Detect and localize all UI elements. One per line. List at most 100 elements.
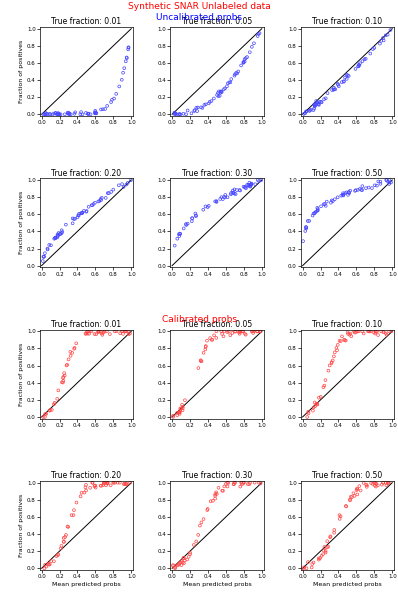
Point <box>322 546 329 556</box>
Point <box>357 486 364 496</box>
Point <box>347 495 353 505</box>
Point <box>92 329 98 339</box>
Point <box>98 196 104 205</box>
Point <box>70 511 77 520</box>
Point <box>57 110 64 119</box>
Point <box>248 181 254 190</box>
Point <box>258 479 264 488</box>
Point <box>104 101 110 110</box>
Point <box>59 377 65 387</box>
Point <box>210 496 216 505</box>
Point <box>42 560 48 569</box>
Point <box>121 479 127 489</box>
Point <box>111 94 117 103</box>
Point <box>127 478 133 487</box>
Point <box>66 108 72 118</box>
Point <box>51 234 57 244</box>
Point <box>125 43 132 52</box>
Point <box>252 179 258 189</box>
Point <box>248 179 254 189</box>
Point <box>128 175 134 185</box>
Point <box>171 108 178 118</box>
Point <box>53 551 60 561</box>
Point <box>224 482 231 491</box>
Point <box>318 551 325 560</box>
X-axis label: Mean predicted probs: Mean predicted probs <box>313 582 382 587</box>
Point <box>207 496 214 506</box>
Point <box>51 398 58 407</box>
Point <box>348 331 355 341</box>
Point <box>213 326 220 336</box>
Point <box>48 556 55 566</box>
Point <box>317 553 323 563</box>
Point <box>238 326 245 336</box>
Point <box>372 181 378 190</box>
Point <box>83 207 90 217</box>
Point <box>335 80 341 89</box>
Point <box>251 38 257 48</box>
Point <box>170 411 176 421</box>
Point <box>79 208 85 218</box>
Point <box>54 110 60 119</box>
Point <box>372 329 378 338</box>
Point <box>208 96 215 106</box>
Point <box>232 326 238 336</box>
Point <box>176 109 182 119</box>
Point <box>318 202 324 211</box>
Point <box>371 478 378 487</box>
Point <box>321 94 327 104</box>
Point <box>64 360 70 370</box>
Point <box>382 31 389 40</box>
Point <box>228 74 234 84</box>
Point <box>195 103 201 112</box>
Point <box>121 64 127 73</box>
Point <box>174 234 180 244</box>
Point <box>315 100 322 109</box>
Point <box>52 233 59 243</box>
Point <box>121 326 128 336</box>
Point <box>214 90 220 100</box>
Point <box>113 89 119 98</box>
Point <box>177 406 183 415</box>
Point <box>249 326 256 336</box>
Point <box>237 327 244 337</box>
Point <box>95 328 101 337</box>
Point <box>336 511 343 520</box>
Point <box>177 404 183 413</box>
Point <box>191 106 198 115</box>
Point <box>203 100 209 109</box>
Point <box>55 228 62 238</box>
Point <box>324 536 330 546</box>
Point <box>252 478 258 487</box>
Point <box>347 329 353 338</box>
Point <box>303 222 309 232</box>
Point <box>119 75 125 85</box>
Point <box>359 181 365 191</box>
Point <box>123 479 130 489</box>
Point <box>356 481 363 491</box>
Point <box>370 44 376 54</box>
Point <box>179 400 185 410</box>
Point <box>356 60 362 70</box>
Point <box>198 103 204 112</box>
Point <box>314 400 320 409</box>
Point <box>51 556 57 566</box>
Point <box>89 478 96 487</box>
Point <box>363 184 369 193</box>
Point <box>197 355 204 365</box>
Point <box>374 326 380 336</box>
Point <box>93 109 99 118</box>
Point <box>318 392 324 401</box>
Point <box>331 352 337 361</box>
Point <box>313 96 320 106</box>
Point <box>240 478 247 487</box>
Point <box>314 98 321 107</box>
Point <box>218 87 224 97</box>
Point <box>243 53 249 63</box>
Point <box>236 329 243 338</box>
Title: True fraction: 0.05: True fraction: 0.05 <box>182 320 252 329</box>
Point <box>373 327 379 337</box>
Point <box>204 505 211 515</box>
Point <box>332 85 338 94</box>
Point <box>359 326 365 336</box>
